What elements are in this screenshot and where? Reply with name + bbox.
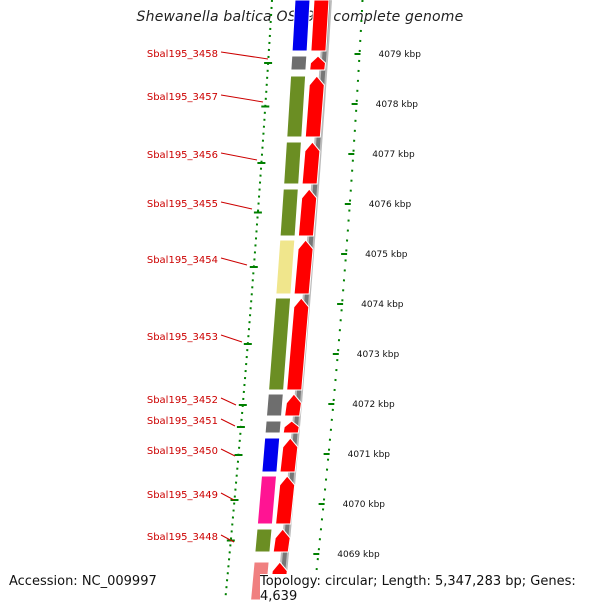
gene-label: Sbal195_3454 [147,255,218,266]
gene-leader-line [220,51,269,60]
cog-segment-5 [279,188,299,237]
gene-label: Sbal195_3448 [147,532,218,543]
kbp-label: 4077 kbp [372,150,415,160]
gene-arrow-6 [293,239,314,295]
gene-arrow-12 [272,528,291,553]
gene-arrow-2 [309,55,327,71]
gene-leader-line [220,201,253,210]
gene-leader-line [220,534,235,543]
gene-label: Sbal195_3458 [147,49,218,60]
cog-segment-1 [291,0,311,52]
kbp-label: 4071 kbp [348,450,391,460]
gene-label: Sbal195_3450 [147,446,218,457]
gene-label: Sbal195_3457 [147,92,218,103]
cog-segment-10 [261,437,281,473]
gene-arrow-8 [284,393,302,417]
cog-segment-3 [286,75,307,138]
gene-arrow-7 [286,297,310,391]
gene-arrow-1 [310,0,330,52]
kbp-label: 4074 kbp [361,300,404,310]
kbp-label: 4075 kbp [365,250,408,260]
gene-arrow-5 [297,188,318,237]
kbp-label: 4073 kbp [357,350,400,360]
gene-label: Sbal195_3455 [147,199,218,210]
kbp-label: 4072 kbp [352,400,395,410]
cog-segment-7 [268,297,292,391]
kbp-label: 4069 kbp [337,550,380,560]
cog-segment-8 [265,393,284,417]
kbp-label: 4078 kbp [376,100,419,110]
gene-label: Sbal195_3453 [147,332,218,343]
kbp-label: 4079 kbp [379,50,422,60]
genome-summary-text: Topology: circular; Length: 5,347,283 bp… [260,574,600,604]
gene-leader-line [220,448,236,457]
gene-leader-line [220,94,264,103]
gene-arrow-3 [304,75,325,138]
gene-arrow-10 [279,437,299,473]
gene-leader-line [220,418,236,427]
cog-segment-6 [275,239,296,295]
cog-segment-4 [283,141,302,185]
cog-segment-12 [254,528,273,553]
gene-leader-line [220,397,237,406]
cog-segment-11 [256,475,278,525]
gene-leader-line [220,257,248,266]
gene-arrow-11 [275,475,296,525]
gene-label: Sbal195_3456 [147,150,218,161]
gene-leader-line [220,492,235,501]
cog-segment-2 [290,55,308,71]
gene-leader-line [220,334,243,343]
gene-label: Sbal195_3449 [147,490,218,501]
gene-label: Sbal195_3452 [147,395,218,406]
accession-text: Accession: NC_009997 [9,574,157,589]
gene-arrow-4 [301,141,321,185]
cog-segment-9 [264,420,282,434]
gene-arrow-9 [282,420,300,434]
kbp-label: 4076 kbp [369,200,412,210]
gene-label: Sbal195_3451 [147,416,218,427]
gene-leader-line [220,152,258,161]
kbp-label: 4070 kbp [343,500,386,510]
